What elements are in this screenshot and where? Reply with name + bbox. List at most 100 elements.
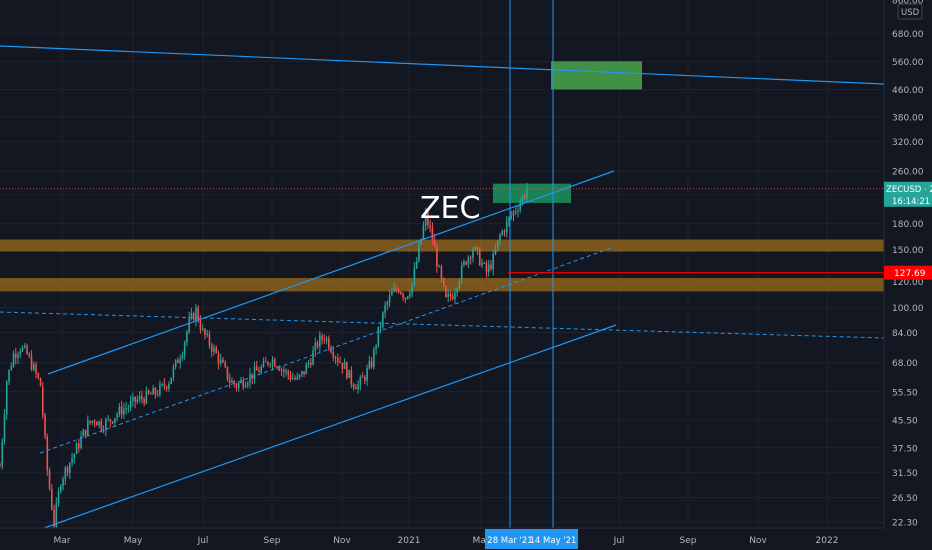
candle[interactable] [433, 239, 436, 248]
support-resistance-zone[interactable] [0, 239, 884, 252]
candle[interactable] [393, 288, 395, 292]
candle[interactable] [53, 509, 55, 528]
candle[interactable] [438, 266, 440, 268]
candle[interactable] [294, 378, 296, 380]
candle[interactable] [217, 353, 220, 364]
candle[interactable] [224, 362, 227, 367]
candle[interactable] [391, 291, 393, 296]
trend-lines[interactable] [0, 0, 885, 529]
candle[interactable] [264, 361, 267, 363]
candle[interactable] [28, 353, 31, 356]
candle[interactable] [476, 246, 479, 250]
candle[interactable] [523, 195, 526, 198]
candle[interactable] [26, 345, 28, 354]
candle[interactable] [499, 234, 501, 241]
candle[interactable] [60, 485, 62, 492]
candle[interactable] [510, 215, 513, 218]
candle[interactable] [481, 262, 483, 266]
candle[interactable] [361, 376, 364, 378]
candle[interactable] [431, 227, 434, 240]
candle[interactable] [39, 378, 42, 387]
candle[interactable] [145, 390, 148, 404]
candle[interactable] [521, 195, 524, 203]
candle[interactable] [458, 280, 461, 289]
candle[interactable] [242, 380, 245, 388]
candle[interactable] [71, 458, 73, 463]
candle[interactable] [210, 345, 213, 352]
candle[interactable] [132, 396, 134, 402]
candle[interactable] [237, 382, 240, 388]
candle[interactable] [494, 249, 497, 255]
candle[interactable] [291, 378, 294, 380]
candle[interactable] [487, 264, 490, 273]
dashed-support-line[interactable] [0, 311, 885, 339]
candle[interactable] [172, 367, 175, 378]
candle[interactable] [174, 359, 177, 368]
candle[interactable] [357, 384, 359, 390]
candle[interactable] [508, 217, 510, 221]
candle[interactable] [89, 420, 91, 423]
candle[interactable] [102, 430, 105, 432]
candle[interactable] [78, 443, 80, 449]
candle[interactable] [323, 339, 326, 341]
candle[interactable] [303, 371, 305, 375]
candle[interactable] [343, 362, 346, 369]
candle[interactable] [305, 364, 308, 375]
candle[interactable] [472, 249, 474, 259]
candle[interactable] [255, 366, 258, 371]
candle[interactable] [213, 347, 215, 352]
candle[interactable] [526, 188, 528, 198]
candle[interactable] [129, 401, 132, 408]
currency-badge[interactable]: USD [901, 8, 920, 18]
candle[interactable] [514, 211, 517, 213]
candle[interactable] [296, 377, 299, 380]
candle[interactable] [503, 230, 506, 233]
candle[interactable] [253, 366, 256, 379]
candle[interactable] [152, 388, 154, 395]
target-zone[interactable] [551, 61, 642, 90]
candle[interactable] [109, 418, 112, 422]
candle[interactable] [388, 295, 391, 303]
candle[interactable] [460, 265, 463, 281]
candle[interactable] [517, 210, 519, 212]
candle[interactable] [195, 307, 197, 320]
candle[interactable] [418, 244, 420, 262]
candle[interactable] [271, 359, 274, 365]
candle[interactable] [249, 373, 251, 383]
support-resistance-zone[interactable] [0, 278, 884, 292]
candle[interactable] [120, 406, 123, 415]
candle[interactable] [334, 357, 337, 359]
candle[interactable] [384, 305, 386, 313]
candle[interactable] [483, 262, 486, 264]
candle[interactable] [235, 384, 238, 388]
candle[interactable] [30, 355, 33, 370]
candle[interactable] [519, 202, 522, 211]
candle[interactable] [436, 247, 438, 267]
candle[interactable] [409, 293, 411, 297]
candle[interactable] [127, 407, 130, 409]
candle[interactable] [262, 361, 265, 367]
candle[interactable] [478, 249, 481, 266]
candle[interactable] [206, 333, 208, 335]
candle[interactable] [382, 312, 384, 327]
candle[interactable] [118, 406, 121, 415]
candle[interactable] [427, 212, 429, 226]
candle[interactable] [192, 312, 195, 320]
candle[interactable] [156, 394, 159, 396]
candle[interactable] [17, 354, 19, 358]
candle[interactable] [64, 467, 67, 479]
candle[interactable] [50, 488, 53, 510]
candle[interactable] [366, 368, 368, 381]
candle[interactable] [379, 326, 382, 328]
candle[interactable] [420, 238, 422, 245]
candle[interactable] [373, 348, 375, 367]
candle[interactable] [454, 292, 456, 300]
candle[interactable] [138, 396, 141, 400]
candle[interactable] [258, 370, 260, 373]
candle[interactable] [287, 370, 290, 375]
candle[interactable] [32, 364, 35, 370]
time-marker-label[interactable]: 28 Mar '21 [487, 536, 532, 546]
candle[interactable] [422, 225, 425, 239]
candle[interactable] [10, 366, 13, 370]
candle[interactable] [93, 420, 96, 423]
